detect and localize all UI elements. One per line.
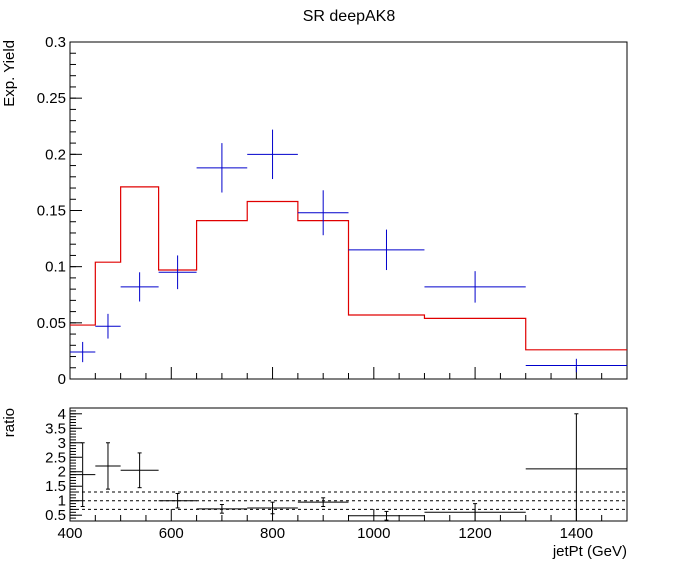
- chart-title: SR deepAK8: [303, 8, 396, 25]
- blue-data-point: [348, 229, 425, 271]
- blue-data-point: [70, 341, 96, 363]
- blue-data-point: [247, 129, 298, 180]
- red-step-series: [70, 186, 627, 351]
- y-tick-label: 3: [58, 435, 66, 452]
- x-tick-label: 600: [159, 525, 184, 542]
- x-tick-label: 1000: [357, 525, 390, 542]
- y-tick-label: 0.15: [37, 203, 66, 220]
- blue-data-point: [297, 190, 349, 236]
- top-plot-area: 0 0.05 0.1 0.15 0.2 0.25 0.3: [37, 34, 628, 388]
- y-tick-label: 0.2: [45, 146, 66, 163]
- blue-data-point: [424, 271, 526, 303]
- y-tick-label: 0.05: [37, 315, 66, 332]
- y-tick-label: 1.5: [45, 478, 66, 495]
- blue-data-point: [120, 272, 159, 302]
- y-tick-label: 0.25: [37, 90, 66, 107]
- blue-data-point: [525, 358, 627, 373]
- ratio-data-point: [158, 492, 197, 509]
- ratio-plot-area: 400 600 800 1000 1200 1400 0.511.522.533.54: [45, 406, 628, 542]
- ratio-data-point: [348, 510, 425, 521]
- x-tick-label: 1200: [458, 525, 491, 542]
- blue-data-point: [196, 143, 248, 193]
- top-y-axis-label: Exp. Yield: [1, 40, 18, 107]
- top-plot-frame: [69, 41, 628, 380]
- ratio-data-point: [297, 497, 349, 508]
- x-tick-label: 400: [57, 525, 82, 542]
- ratio-plot-frame: [69, 407, 628, 522]
- blue-data-point: [158, 255, 197, 290]
- y-tick-label: 1: [58, 493, 66, 510]
- ratio-data-point: [525, 413, 627, 521]
- y-tick-label: 2: [58, 464, 66, 481]
- ratio-data-point: [424, 503, 526, 522]
- y-tick-label: 3.5: [45, 420, 66, 437]
- ratio-data-point: [196, 503, 248, 514]
- x-tick-label: 800: [260, 525, 285, 542]
- y-tick-label: 0.3: [45, 34, 66, 51]
- ratio-data-point: [247, 501, 298, 515]
- x-tick-label: 1400: [560, 525, 593, 542]
- ratio-data-point: [95, 442, 121, 490]
- x-axis-label: jetPt (GeV): [552, 543, 627, 560]
- y-tick-label: 0: [58, 371, 66, 388]
- blue-data-point: [95, 313, 121, 339]
- ratio-data-point: [120, 452, 159, 489]
- y-tick-label: 2.5: [45, 449, 66, 466]
- y-tick-label: 4: [58, 406, 66, 423]
- ratio-data-point: [70, 442, 96, 508]
- y-tick-label: 0.5: [45, 507, 66, 524]
- ratio-y-axis-label: ratio: [1, 408, 18, 437]
- y-tick-label: 0.1: [45, 259, 66, 276]
